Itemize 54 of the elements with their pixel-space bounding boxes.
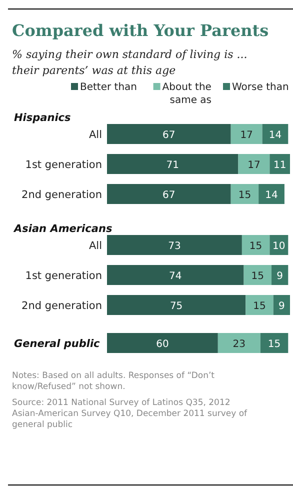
y-tick-label: 2nd generation bbox=[22, 189, 102, 201]
data-label: 60 bbox=[156, 339, 169, 350]
data-label: 67 bbox=[162, 130, 176, 141]
data-label: 74 bbox=[169, 271, 182, 282]
bar bbox=[107, 265, 244, 285]
data-label: 23 bbox=[232, 339, 246, 350]
data-label: 15 bbox=[249, 241, 262, 252]
data-label: 17 bbox=[240, 130, 253, 141]
data-label: 14 bbox=[268, 130, 282, 141]
data-label: 10 bbox=[272, 241, 286, 252]
data-label: 9 bbox=[278, 301, 285, 312]
bar bbox=[107, 235, 242, 255]
y-tick-label: All bbox=[88, 129, 102, 141]
data-label: 15 bbox=[238, 190, 252, 201]
text: Notes: Based on all adults. Responses of “Don’t know/Refused” not shown. bbox=[12, 371, 216, 392]
data-label: 73 bbox=[168, 241, 181, 252]
bar bbox=[273, 295, 290, 315]
bar bbox=[238, 154, 270, 174]
data-label: 71 bbox=[166, 160, 179, 171]
y-tick-label: 1st generation bbox=[25, 270, 102, 282]
data-label: 11 bbox=[273, 160, 286, 171]
bar bbox=[107, 184, 231, 204]
data-label: 14 bbox=[265, 190, 278, 201]
y-axis-title: Hispanics bbox=[14, 112, 71, 124]
data-label: 17 bbox=[248, 160, 260, 171]
legend-label: Better than bbox=[80, 82, 138, 93]
chart-title: Compared with Your Parents bbox=[12, 21, 269, 40]
bar bbox=[258, 184, 284, 204]
data-label: 9 bbox=[276, 271, 284, 282]
bar bbox=[107, 295, 246, 315]
data-label: 75 bbox=[170, 301, 183, 312]
data-label: 67 bbox=[162, 190, 176, 201]
bar bbox=[107, 124, 231, 144]
bar bbox=[242, 235, 270, 255]
bar bbox=[262, 124, 288, 144]
bar bbox=[246, 295, 274, 315]
source-note: Source: 2011 National Survey of Latinos Q35, 2012 Asian-American Survey Q10, December 2011 survey of general public bbox=[12, 398, 248, 430]
y-tick-label: 2nd generation bbox=[22, 300, 102, 312]
y-tick-label: All bbox=[88, 240, 102, 252]
bar bbox=[272, 265, 288, 285]
data-label: 15 bbox=[253, 301, 266, 312]
bar bbox=[244, 265, 272, 285]
chart-subtitle: % saying their own standard of living is ... their parents’ was at this age bbox=[12, 48, 248, 77]
data-label: 15 bbox=[268, 339, 281, 350]
legend-label: Worse than bbox=[232, 82, 289, 93]
y-tick-label: 1st generation bbox=[25, 159, 102, 171]
y-axis-title: General public bbox=[14, 338, 101, 350]
bar bbox=[230, 124, 262, 144]
bar bbox=[230, 184, 259, 204]
bar bbox=[107, 154, 238, 174]
y-axis-title: Asian Americans bbox=[13, 223, 112, 235]
legend-label: About the same as bbox=[162, 82, 212, 106]
data-label: 15 bbox=[251, 271, 264, 282]
bar bbox=[270, 154, 290, 174]
